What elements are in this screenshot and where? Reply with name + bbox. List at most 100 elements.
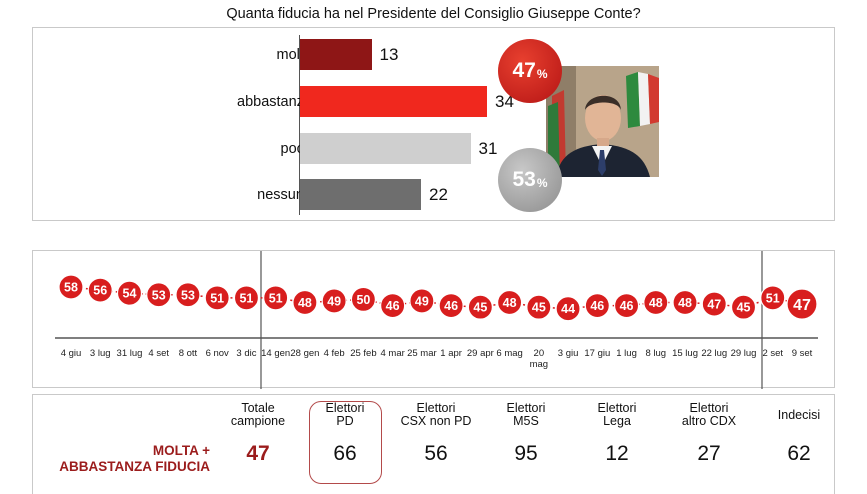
column-header-line1: Elettori	[506, 401, 546, 415]
trust-share-badge: 47%	[498, 39, 562, 103]
trend-x-label: 8 lug	[645, 348, 666, 359]
trend-x-label: 29 lug	[731, 348, 757, 359]
column-header-line2: CSX non PD	[400, 414, 472, 428]
column-header-line2: campione	[230, 414, 286, 428]
bar-poca	[300, 133, 471, 164]
column-header-line2: M5S	[513, 414, 539, 428]
bar-molta	[300, 39, 372, 70]
column-header: Elettori Lega	[567, 402, 667, 428]
trend-point	[263, 285, 289, 311]
column-header: Elettori PD	[295, 402, 395, 428]
trend-point	[146, 282, 172, 308]
trend-point	[204, 285, 230, 311]
trend-x-label: 6 mag	[496, 348, 522, 359]
trend-x-label: 3 dic	[236, 348, 256, 359]
column-header: Elettori altro CDX	[659, 402, 759, 428]
bar-value-nessuna: 22	[429, 185, 448, 204]
trend-x-label: 22 lug	[701, 348, 727, 359]
trend-point-label: 58	[64, 281, 78, 295]
column-header: Indecisi	[749, 409, 849, 422]
trend-point-label: 51	[239, 291, 253, 305]
trend-point	[380, 292, 406, 319]
column-header-line1: Elettori	[597, 401, 637, 415]
trend-point-label: 49	[415, 294, 429, 308]
trend-point-label: 44	[561, 302, 575, 316]
column-header-line2: PD	[336, 414, 354, 428]
trend-x-label: 20	[534, 348, 545, 359]
column-header: Elettori CSX non PD	[386, 402, 486, 428]
trend-x-label: 3 giu	[558, 348, 579, 359]
trend-x-label: 9 set	[792, 348, 813, 359]
trend-point	[409, 288, 435, 314]
bar-value-molta: 13	[379, 45, 399, 64]
trust-share-unit: %	[536, 67, 548, 81]
trend-point-label: 46	[386, 299, 400, 313]
trend-point	[321, 288, 347, 314]
trend-x-label: 8 ott	[179, 348, 198, 359]
trend-x-label: 3 lug	[90, 348, 111, 359]
trend-point-label: 48	[649, 296, 663, 310]
trend-point-label: 56	[93, 284, 107, 298]
trend-panel: 58 4 giu 56 3 lug 54 31 lug 53 4 set 53 8 ott 51 6 …	[32, 250, 835, 389]
conte-portrait-image	[546, 66, 659, 177]
trend-x-label: 17 giu	[584, 348, 610, 359]
trend-x-label: 25 feb	[350, 348, 376, 359]
trend-x-label: 4 feb	[324, 348, 345, 359]
bar-value-poca: 31	[478, 139, 498, 158]
trend-point	[672, 289, 698, 316]
trend-x-label: mag	[530, 359, 548, 370]
trend-point	[555, 296, 581, 322]
column-value: 27	[697, 442, 721, 465]
trend-point	[584, 292, 610, 319]
trend-point-label: 46	[620, 299, 634, 313]
column-value: 12	[605, 442, 629, 465]
pd-highlight-box	[309, 401, 382, 484]
bar-label-nessuna: nessuna	[257, 187, 312, 203]
trend-chart: 58 4 giu 56 3 lug 54 31 lug 53 4 set 53 8 ott 51 6 …	[55, 251, 818, 389]
distrust-share-badge: 53%	[498, 148, 562, 212]
trend-point-label: 51	[766, 291, 780, 305]
trend-point-label: 46	[590, 299, 604, 313]
column-value: 47	[246, 442, 270, 465]
trust-bar-panel: molta 13 abbastanza 34 poca 31 nessuna 2…	[32, 27, 835, 221]
trend-point	[643, 289, 669, 316]
column-header: Totale campione	[208, 402, 308, 428]
trend-point	[175, 282, 201, 308]
trend-point	[233, 285, 260, 311]
trend-point	[438, 292, 464, 319]
trend-point	[350, 286, 376, 313]
trend-point	[701, 291, 727, 317]
trend-x-label: 14 gen	[261, 348, 290, 359]
bar-label-abbastanza: abbastanza	[237, 94, 312, 110]
trend-point	[497, 289, 523, 316]
column-header-line1: Indecisi	[777, 408, 821, 422]
trend-point	[526, 294, 552, 320]
breakdown-table: MOLTA + ABBASTANZA FIDUCIA Totale campion…	[32, 394, 835, 494]
column-header-line1: Elettori	[689, 401, 729, 415]
bar-axis	[299, 35, 300, 215]
column-header-line2: altro CDX	[681, 414, 737, 428]
column-header: Elettori M5S	[476, 402, 576, 428]
trend-point	[292, 289, 318, 316]
row-label-line2: ABBASTANZA FIDUCIA	[59, 459, 210, 474]
bar-nessuna	[300, 179, 421, 210]
trend-point	[116, 280, 143, 306]
trend-x-label: 1 lug	[616, 348, 637, 359]
trend-point	[730, 294, 757, 320]
trend-point-label: 47	[793, 297, 811, 314]
column-value: 95	[514, 442, 538, 465]
trend-x-label: 25 mar	[407, 348, 437, 359]
bar-abbastanza	[300, 86, 487, 117]
trend-point-label: 45	[473, 301, 487, 315]
trend-point	[87, 277, 113, 303]
trend-point-label: 54	[123, 287, 137, 301]
trend-point-label: 50	[356, 293, 370, 307]
trend-point-label: 48	[503, 296, 517, 310]
column-value: 62	[787, 442, 811, 465]
trend-point	[58, 274, 84, 300]
column-value: 66	[333, 442, 357, 465]
column-header-line1: Totale	[241, 401, 275, 415]
trend-point-label: 45	[737, 301, 751, 315]
trend-x-label: 4 set	[148, 348, 169, 359]
trend-point-label: 53	[152, 288, 166, 302]
